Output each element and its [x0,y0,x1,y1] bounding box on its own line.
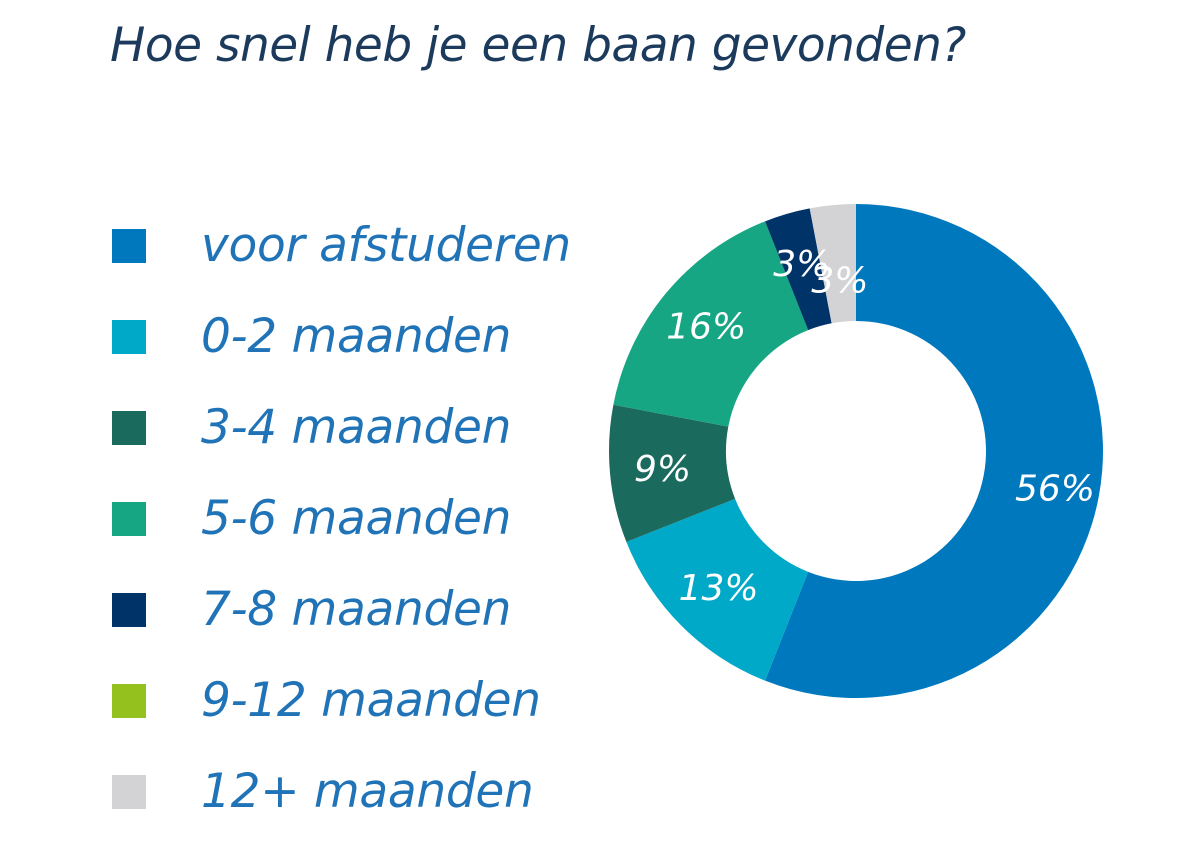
legend-label-7-8-maanden: 7-8 maanden [201,582,512,637]
donut-chart: 56% 13% 9% 16% 3%3% [609,204,1103,698]
chart-title: Hoe snel heb je een baan gevonden? [110,18,966,73]
legend-label-9-12-maanden: 9-12 maanden [201,673,541,728]
legend-label-0-2-maanden: 0-2 maanden [201,309,512,364]
donut-slice-3-4-maanden [609,404,736,542]
legend-label-12-plus-maanden: 12+ maanden [201,764,534,819]
legend-swatch-9-12-maanden [112,683,146,718]
donut-label-5-6-maanden: 16% [666,307,746,348]
legend-swatch-0-2-maanden [112,319,146,354]
legend-item-3-4-maanden: 3-4 maanden [112,382,571,473]
legend-swatch-voor-afstuderen [112,228,146,263]
donut-slice-5-6-maanden [613,221,809,427]
donut-slices [609,204,1103,698]
donut-slice-voor-afstuderen [765,204,1103,698]
legend-swatch-5-6-maanden [112,501,146,536]
chart-legend: voor afstuderen 0-2 maanden 3-4 maanden … [112,200,571,837]
donut-label-12-plus-maanden: 3% [811,260,868,301]
donut-slice-7-8-maanden [765,208,832,331]
donut-slice-12-plus-maanden [809,204,856,324]
legend-item-12-plus-maanden: 12+ maanden [112,746,571,837]
legend-swatch-12-plus-maanden [112,774,146,809]
legend-swatch-3-4-maanden [112,410,146,445]
donut-label-7-8-maanden: 3% [773,244,830,285]
legend-label-5-6-maanden: 5-6 maanden [201,491,512,546]
legend-item-7-8-maanden: 7-8 maanden [112,564,571,655]
legend-label-voor-afstuderen: voor afstuderen [201,218,571,273]
legend-item-voor-afstuderen: voor afstuderen [112,200,571,291]
legend-label-3-4-maanden: 3-4 maanden [201,400,512,455]
donut-slice-0-2-maanden [626,498,809,681]
donut-label-0-2-maanden: 13% [679,568,759,609]
legend-item-9-12-maanden: 9-12 maanden [112,655,571,746]
donut-label-voor-afstuderen: 56% [1015,468,1095,509]
donut-label-3-4-maanden: 9% [634,449,691,490]
legend-swatch-7-8-maanden [112,592,146,627]
donut-labels: 56% 13% 9% 16% 3%3% [634,244,1095,609]
legend-item-0-2-maanden: 0-2 maanden [112,291,571,382]
legend-item-5-6-maanden: 5-6 maanden [112,473,571,564]
